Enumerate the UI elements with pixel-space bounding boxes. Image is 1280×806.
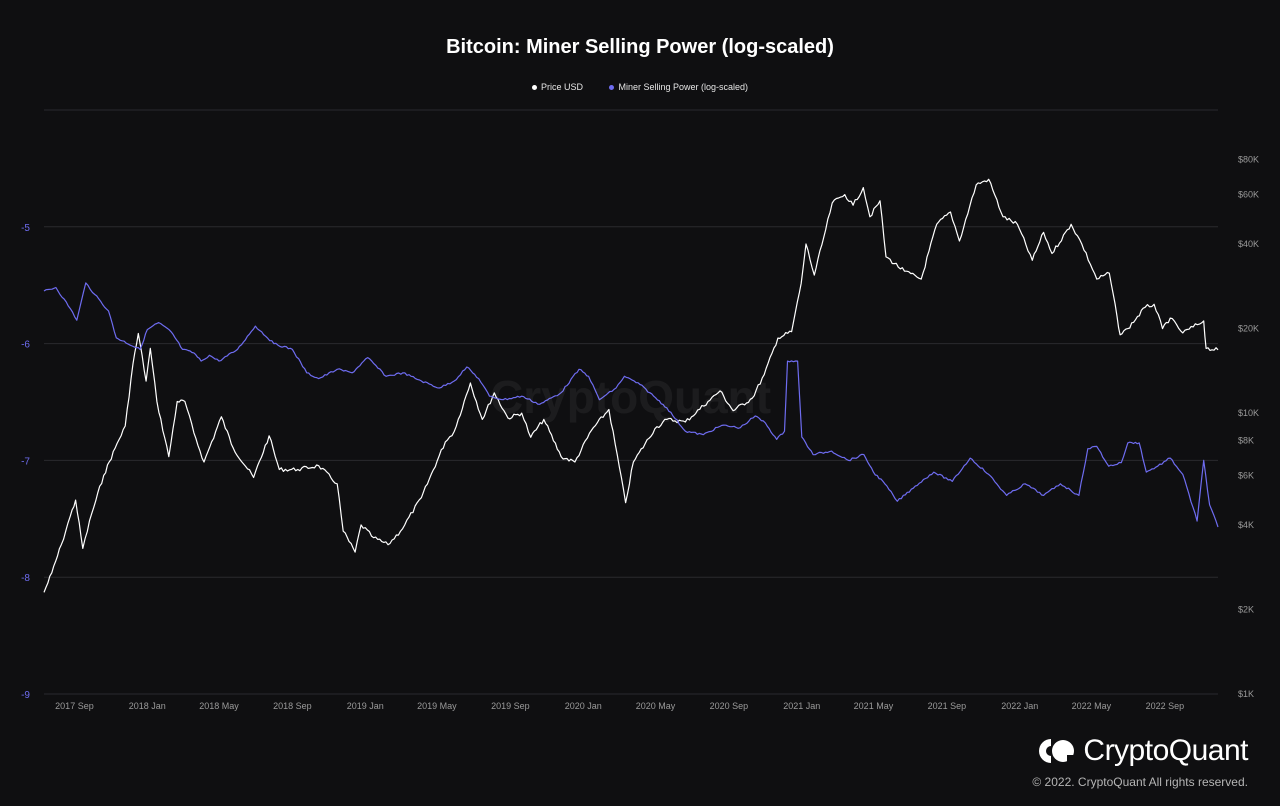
x-tick-label: 2022 May xyxy=(1072,701,1112,711)
left-tick-label: -5 xyxy=(21,223,30,234)
brand-block: CryptoQuant xyxy=(1037,734,1248,768)
x-tick-label: 2022 Jan xyxy=(1001,701,1038,711)
x-tick-label: 2019 Jan xyxy=(347,701,384,711)
left-axis-ticks: -5 -6 -7 -8 -9 xyxy=(21,223,30,701)
x-tick-label: 2020 Jan xyxy=(565,701,602,711)
watermark: CryptoQuant xyxy=(490,371,772,423)
legend-dot-icon xyxy=(531,85,537,91)
cryptoquant-logo-icon xyxy=(1039,739,1076,763)
legend: Price USD Miner Selling Power (log-scale… xyxy=(0,82,1280,92)
miner-selling-power-line xyxy=(43,282,1219,528)
x-tick-label: 2020 May xyxy=(636,701,676,711)
x-tick-label: 2018 Sep xyxy=(273,701,312,711)
left-tick-label: -7 xyxy=(21,456,30,467)
left-tick-label: -8 xyxy=(21,573,30,584)
series-lines xyxy=(43,178,1219,593)
left-tick-label: -9 xyxy=(21,690,30,701)
right-tick-label: $4K xyxy=(1238,520,1254,530)
x-tick-label: 2021 May xyxy=(854,701,894,711)
chart-title: Bitcoin: Miner Selling Power (log-scaled… xyxy=(446,36,834,58)
right-tick-label: $8K xyxy=(1238,435,1254,445)
copyright-text: © 2022. CryptoQuant All rights reserved. xyxy=(1032,775,1248,789)
right-axis-ticks: $80K $60K $40K $20K $10K $8K $6K $4K $2K $1K xyxy=(1238,154,1259,699)
right-tick-label: $10K xyxy=(1238,408,1259,418)
left-tick-label: -6 xyxy=(21,340,30,351)
right-tick-label: $2K xyxy=(1238,604,1254,614)
right-tick-label: $80K xyxy=(1238,154,1259,164)
x-axis-ticks: 2017 Sep 2018 Jan 2018 May 2018 Sep 2019 Jan… xyxy=(55,701,1184,711)
legend-item-miner-selling-power[interactable]: Miner Selling Power (log-scaled) xyxy=(609,82,748,92)
x-tick-label: 2019 Sep xyxy=(491,701,530,711)
right-tick-label: $20K xyxy=(1238,324,1259,334)
x-tick-label: 2022 Sep xyxy=(1146,701,1185,711)
x-tick-label: 2019 May xyxy=(417,701,457,711)
x-tick-label: 2020 Sep xyxy=(710,701,749,711)
right-tick-label: $1K xyxy=(1238,689,1254,699)
price-usd-line xyxy=(43,178,1219,593)
legend-label-price: Price USD xyxy=(540,82,583,92)
x-tick-label: 2017 Sep xyxy=(55,701,94,711)
brand-name: CryptoQuant xyxy=(1083,734,1248,767)
x-tick-label: 2018 May xyxy=(199,701,239,711)
x-tick-label: 2021 Jan xyxy=(783,701,820,711)
right-tick-label: $40K xyxy=(1238,239,1259,249)
legend-dot-icon xyxy=(609,85,615,91)
legend-item-price[interactable]: Price USD xyxy=(531,82,583,92)
x-tick-label: 2018 Jan xyxy=(129,701,166,711)
legend-label-miner-selling-power: Miner Selling Power (log-scaled) xyxy=(618,82,749,92)
right-tick-label: $60K xyxy=(1238,190,1259,200)
x-tick-label: 2021 Sep xyxy=(928,701,967,711)
grid-lines xyxy=(44,109,1218,695)
right-tick-label: $6K xyxy=(1238,470,1254,480)
